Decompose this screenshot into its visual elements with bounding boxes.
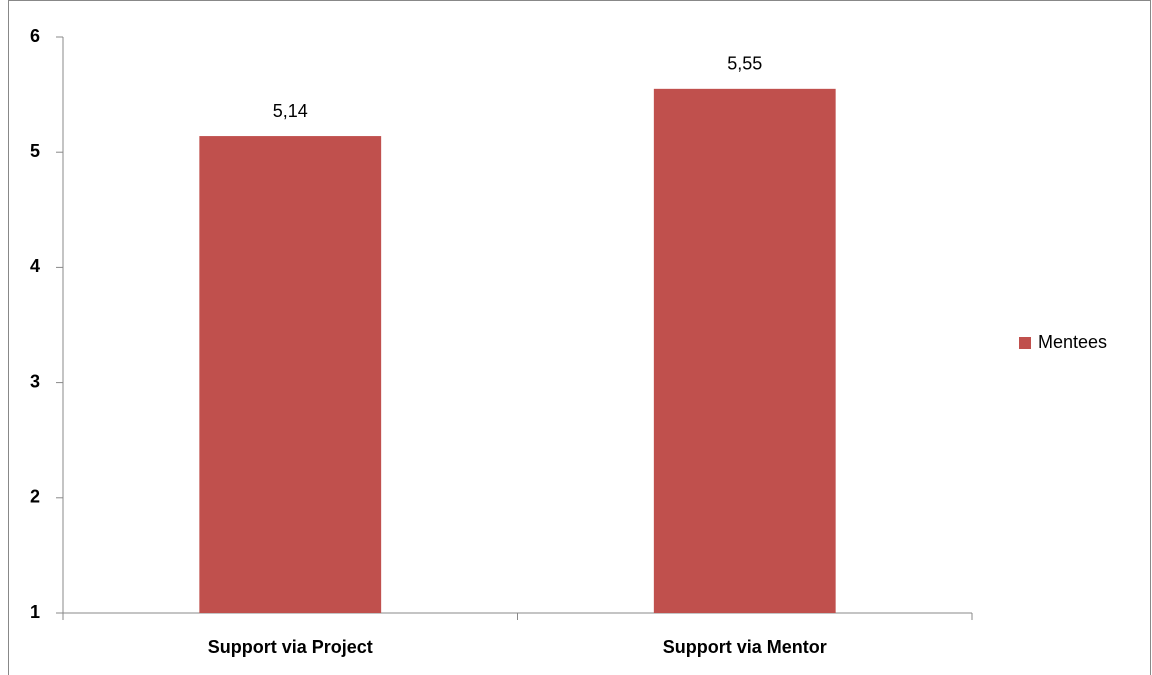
legend-label: Mentees: [1038, 332, 1107, 352]
y-tick-label: 2: [30, 487, 40, 507]
y-tick-label: 5: [30, 141, 40, 161]
y-tick-label: 4: [30, 256, 40, 276]
y-tick-label: 6: [30, 26, 40, 46]
y-tick-label: 3: [30, 371, 40, 391]
data-label: 5,14: [273, 101, 308, 121]
bar: [199, 136, 382, 613]
bar: [653, 88, 836, 614]
x-tick-label: Support via Project: [208, 637, 373, 657]
legend-swatch: [1019, 337, 1031, 349]
x-tick-label: Support via Mentor: [663, 637, 827, 657]
y-tick-label: 1: [30, 602, 40, 622]
data-label: 5,55: [727, 54, 762, 74]
chart-border: [8, 0, 1151, 675]
